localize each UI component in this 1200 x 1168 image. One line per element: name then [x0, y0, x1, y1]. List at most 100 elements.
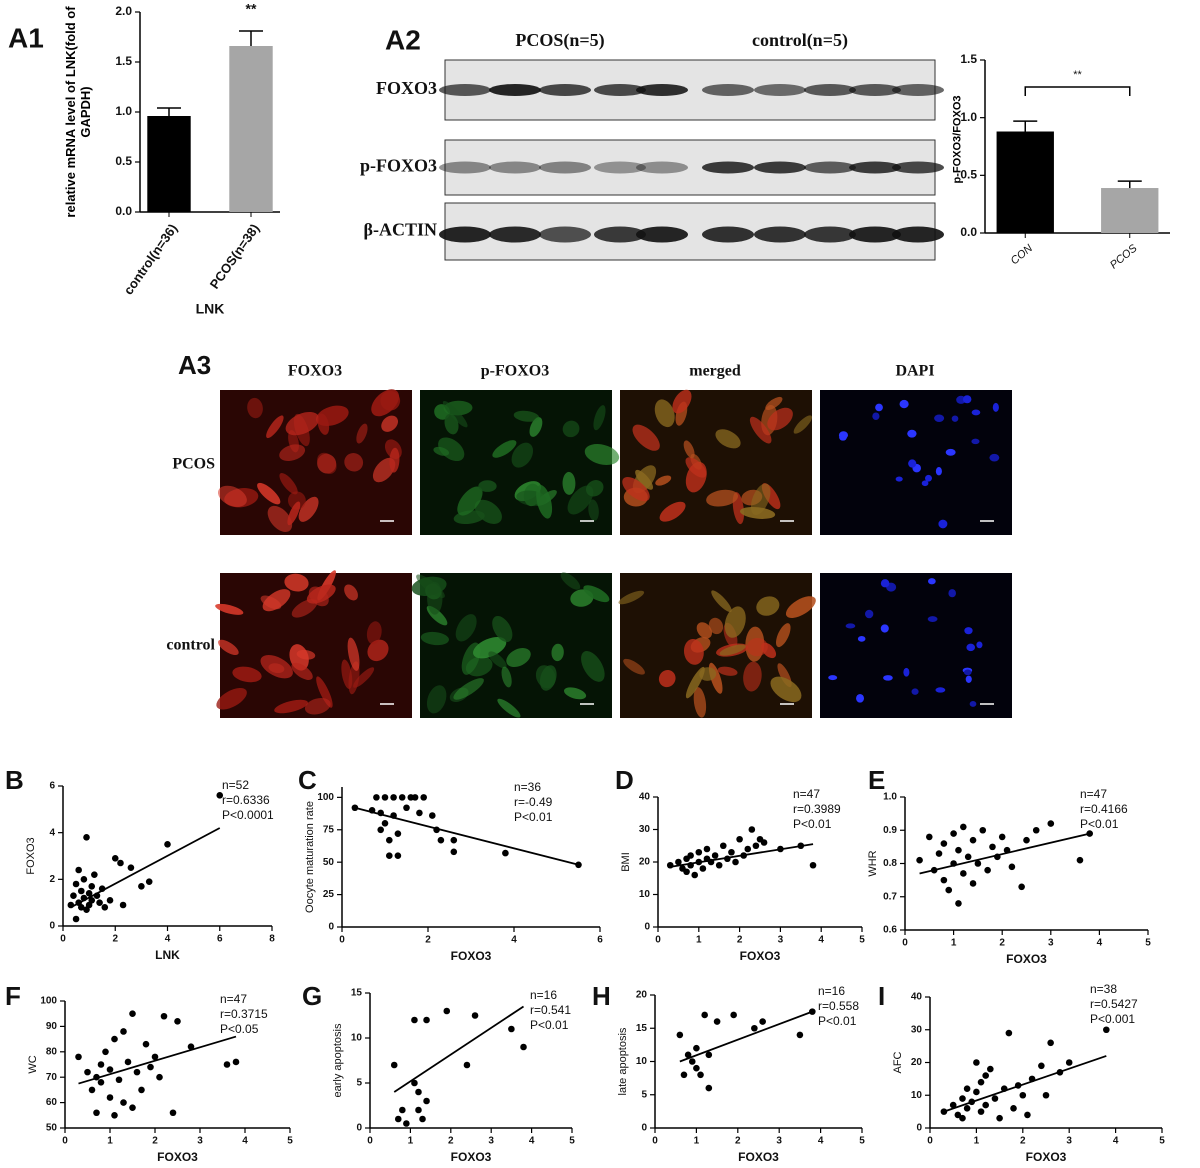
point: [416, 809, 423, 817]
blot-band: [636, 84, 688, 96]
x-axis-label: LNK: [155, 948, 180, 962]
point: [174, 1018, 181, 1025]
x-tick-label: 5: [287, 1136, 293, 1147]
point: [1018, 883, 1025, 891]
point: [736, 835, 743, 843]
cell: [287, 491, 306, 510]
stat-label: P<0.0001: [222, 808, 274, 822]
point: [963, 1085, 971, 1092]
blot-band: [892, 161, 944, 174]
significance: **: [246, 1, 257, 17]
cell: [427, 581, 443, 615]
cell: [511, 442, 534, 468]
point: [85, 890, 93, 897]
cell: [529, 417, 543, 437]
point: [394, 830, 402, 837]
cell: [623, 658, 645, 675]
stat-label: P<0.01: [793, 817, 832, 831]
point: [676, 1031, 684, 1039]
y-tick-label: 5: [641, 1089, 647, 1100]
stat-label: r=0.5427: [1090, 997, 1138, 1011]
panel-label: C: [298, 765, 317, 795]
bar: [229, 46, 273, 212]
point: [751, 1024, 758, 1032]
bar: [147, 116, 191, 212]
nucleus: [857, 635, 866, 642]
point: [423, 1097, 430, 1105]
y-tick-label: 25: [323, 889, 335, 900]
cell: [285, 411, 320, 436]
point: [115, 1076, 123, 1084]
point: [796, 1031, 804, 1039]
y-tick-label: 60: [46, 1097, 58, 1108]
nucleus: [880, 624, 889, 633]
x-tick-label: 4: [511, 935, 517, 946]
point: [666, 861, 674, 869]
panel-label: G: [302, 981, 322, 1011]
point: [160, 1012, 168, 1020]
point: [963, 1105, 971, 1112]
point: [127, 864, 135, 871]
x-tick-label: 3: [1048, 938, 1054, 949]
cell: [560, 572, 581, 590]
point: [106, 1094, 114, 1101]
cell: [218, 639, 239, 656]
blot-band: [849, 226, 901, 243]
stat-label: n=16: [530, 988, 557, 1002]
stat-label: P<0.01: [530, 1018, 569, 1032]
point: [916, 856, 923, 864]
point: [1010, 1105, 1017, 1112]
point: [75, 1053, 82, 1061]
point: [693, 1044, 700, 1052]
cell: [632, 424, 660, 451]
nucleus: [845, 623, 856, 629]
y-axis-label: WC: [27, 1055, 39, 1073]
x-tick-label: CON: [1009, 242, 1035, 267]
point: [129, 1010, 136, 1017]
point: [450, 836, 458, 844]
cell: [215, 603, 244, 615]
y-tick-label: 0: [916, 1123, 922, 1134]
point: [88, 897, 96, 904]
x-tick-label: 4: [818, 1136, 824, 1147]
nucleus: [966, 643, 976, 652]
y-tick-label: 1.0: [960, 110, 977, 124]
x-axis-label: FOXO3: [451, 1150, 492, 1164]
x-tick-label: 6: [597, 935, 603, 946]
point: [111, 1035, 118, 1043]
point: [1076, 856, 1084, 864]
x-axis-label: FOXO3: [451, 949, 492, 963]
blot-band: [539, 226, 591, 243]
cell: [473, 636, 507, 659]
cell: [442, 400, 468, 428]
point: [711, 852, 719, 859]
cell: [551, 643, 564, 662]
y-tick-label: 70: [46, 1072, 58, 1083]
y-tick-label: 0: [641, 1123, 647, 1134]
point: [728, 848, 735, 856]
point: [701, 1011, 708, 1019]
y-tick-label: 1.0: [883, 792, 897, 803]
point: [996, 1114, 1003, 1122]
cell: [740, 506, 776, 519]
x-tick-label: PCOS: [1108, 242, 1140, 272]
cell: [717, 666, 738, 676]
y-tick-label: 0.8: [883, 858, 897, 869]
point: [1103, 1026, 1110, 1034]
y-tick-label: 30: [639, 824, 651, 835]
point: [463, 1061, 471, 1069]
cell: [672, 389, 692, 414]
point: [715, 861, 723, 869]
point: [502, 849, 509, 857]
nucleus: [965, 675, 972, 683]
cell: [659, 501, 686, 522]
nucleus: [828, 675, 838, 681]
cell: [685, 666, 705, 699]
blot-band: [804, 226, 856, 243]
y-tick-label: 30: [911, 1024, 923, 1035]
y-tick-label: 10: [636, 1056, 648, 1067]
cell: [706, 489, 739, 507]
point: [101, 904, 109, 911]
point: [984, 866, 991, 874]
x-tick-label: 2: [999, 938, 1005, 949]
